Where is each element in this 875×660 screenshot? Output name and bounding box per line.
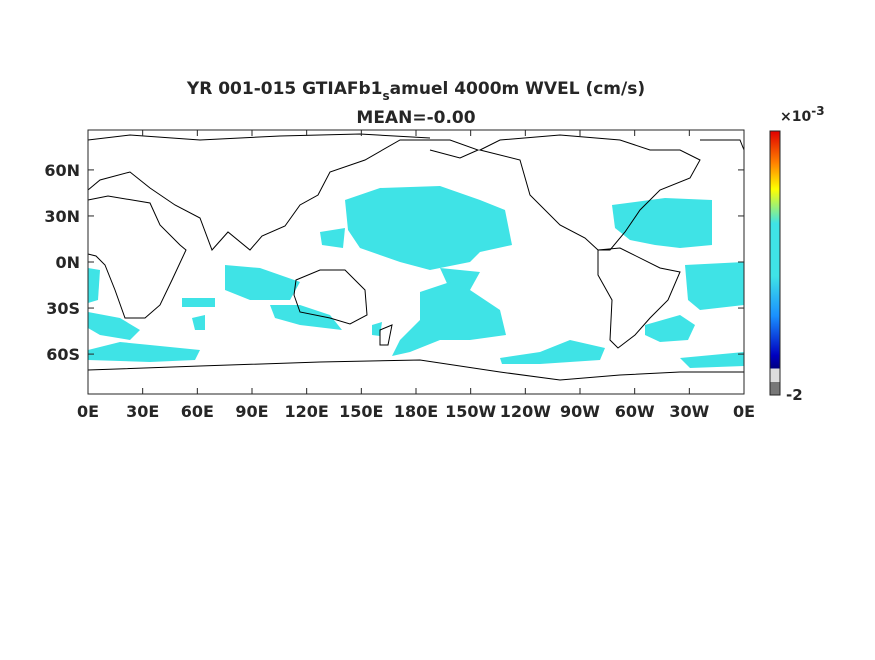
title-subscript: s	[383, 89, 390, 103]
colorbar-tick-label: -2	[786, 386, 803, 404]
title-main: YR 001-015 GTIAFb1	[186, 79, 383, 99]
colorbar-multiplier: ×10-3	[780, 104, 825, 125]
y-tick-label: 0N	[55, 253, 80, 272]
colorbar-exponent: -3	[811, 104, 824, 118]
colorbar	[769, 130, 781, 396]
x-tick-label: 90W	[560, 402, 600, 421]
axis-ticks: 0E 30E 60E 90E 120E 150E 180E 150W 120W 90W 60W 30W…	[44, 130, 755, 421]
y-tick-label: 30N	[44, 207, 80, 226]
y-tick-label: 30S	[46, 299, 80, 318]
colorbar-multiplier-base: ×10	[780, 109, 811, 125]
x-tick-label: 150E	[339, 402, 383, 421]
y-tick-label: 60N	[44, 161, 80, 180]
y-tick-label: 60S	[46, 345, 80, 364]
title: YR 001-015 GTIAFb1samuel 4000m WVEL (cm/…	[186, 79, 645, 103]
x-tick-label: 60W	[615, 402, 655, 421]
x-tick-label: 180E	[394, 402, 438, 421]
x-tick-label: 0E	[733, 402, 755, 421]
x-tick-label: 120W	[500, 402, 551, 421]
x-tick-label: 90E	[235, 402, 268, 421]
subtitle: MEAN=-0.00	[356, 108, 475, 128]
coastlines	[87, 133, 745, 381]
title-rest: amuel 4000m WVEL (cm/s)	[390, 79, 645, 99]
field-patches	[88, 186, 744, 368]
x-tick-label: 150W	[445, 402, 496, 421]
x-tick-label: 0E	[77, 402, 99, 421]
x-tick-label: 120E	[285, 402, 329, 421]
x-tick-label: 30W	[669, 402, 709, 421]
x-tick-label: 30E	[126, 402, 159, 421]
x-tick-label: 60E	[181, 402, 214, 421]
